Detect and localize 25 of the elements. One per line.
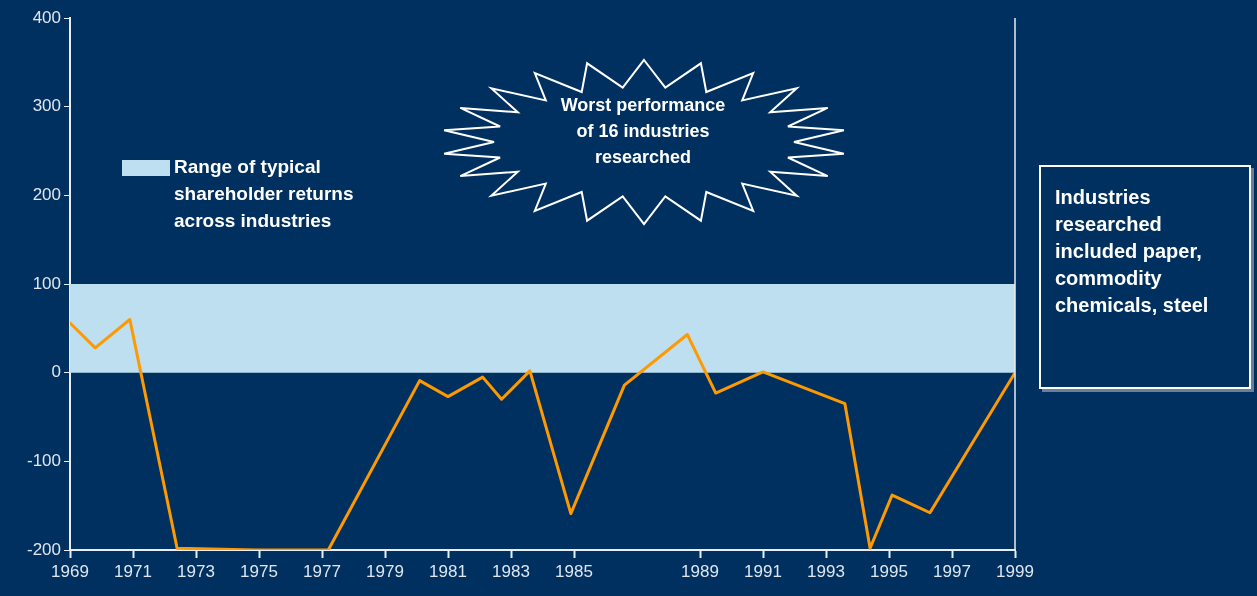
x-tick-label: 1977 — [303, 561, 341, 581]
x-tick-label: 1995 — [870, 561, 908, 581]
x-tick-label: 1999 — [996, 561, 1034, 581]
x-tick-label: 1985 — [555, 561, 593, 581]
x-tick-label: 1969 — [51, 561, 89, 581]
y-tick-label: 200 — [32, 185, 61, 205]
y-tick-label: 100 — [32, 273, 61, 293]
text: Industries researched included paper, commodity chemicals, steel — [1039, 165, 1251, 389]
y-tick-label: -200 — [26, 539, 61, 559]
y-tick-label: 300 — [32, 96, 61, 116]
x-tick-label: 1971 — [114, 561, 152, 581]
x-tick-label: 1989 — [681, 561, 719, 581]
y-tick-label: -100 — [26, 451, 61, 471]
y-tick-label: 0 — [51, 362, 61, 382]
y-tick-label: 400 — [32, 7, 61, 27]
x-tick-label: 1991 — [744, 561, 782, 581]
x-tick-label: 1973 — [177, 561, 215, 581]
x-tick-label: 1981 — [429, 561, 467, 581]
x-tick-label: 1997 — [933, 561, 971, 581]
x-tick-label: 1975 — [240, 561, 278, 581]
x-tick-label: 1993 — [807, 561, 845, 581]
x-tick-label: 1983 — [492, 561, 530, 581]
x-tick-label: 1979 — [366, 561, 404, 581]
legend-label: Range of typical shareholder returns across industries — [174, 156, 354, 232]
annotation: Worst performance of 16 industries researched — [559, 94, 727, 169]
